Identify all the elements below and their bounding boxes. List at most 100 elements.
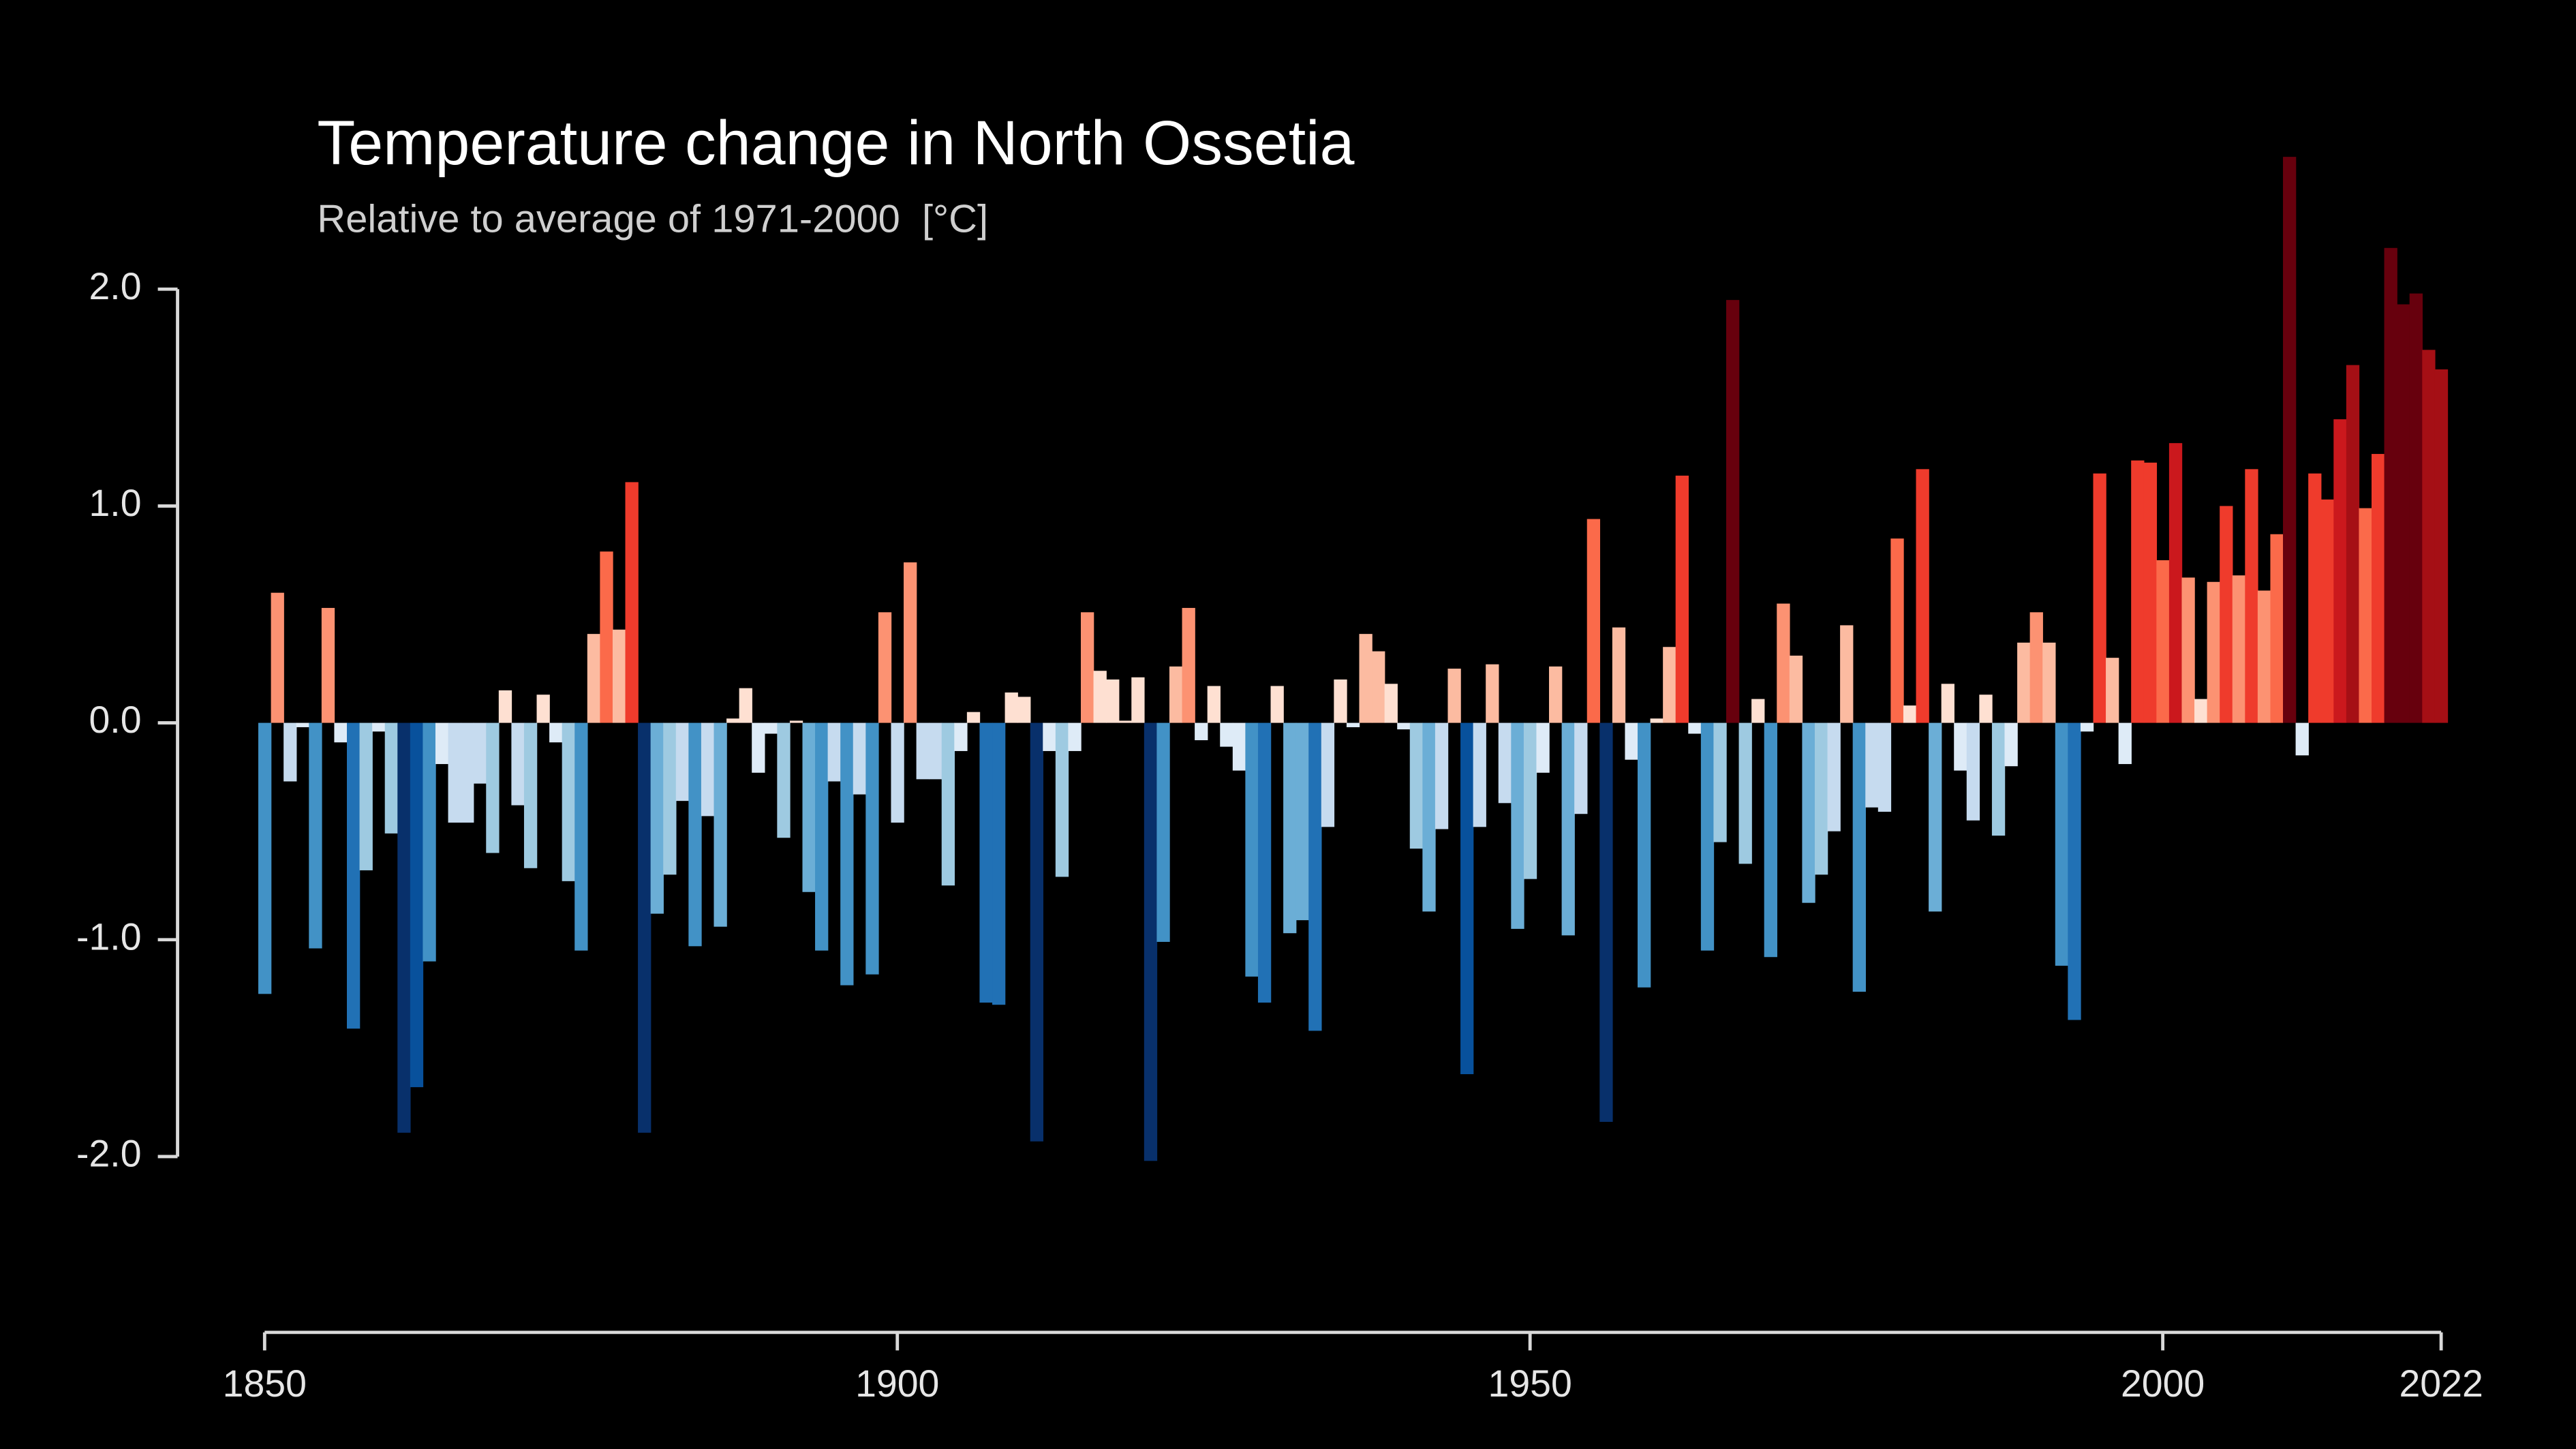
y-tick-label: 2.0 bbox=[89, 265, 141, 307]
bar bbox=[1473, 722, 1486, 827]
bar bbox=[1941, 684, 1954, 723]
bar bbox=[2270, 534, 2284, 723]
bar bbox=[853, 722, 867, 795]
bar bbox=[1195, 722, 1208, 741]
bar bbox=[1498, 722, 1512, 804]
bar bbox=[865, 722, 879, 975]
bar bbox=[2397, 304, 2410, 723]
bar bbox=[1447, 669, 1461, 723]
bar bbox=[1840, 625, 1854, 723]
bar bbox=[2181, 577, 2195, 723]
bar bbox=[1675, 475, 1689, 723]
bar bbox=[2257, 590, 2271, 723]
bar bbox=[1372, 651, 1385, 723]
bar bbox=[815, 722, 829, 951]
bar bbox=[2029, 612, 2043, 723]
bar bbox=[739, 688, 752, 723]
bar bbox=[878, 612, 892, 723]
bar bbox=[1916, 469, 1929, 723]
bar bbox=[321, 607, 335, 723]
bar bbox=[2320, 499, 2335, 723]
bar bbox=[2220, 506, 2233, 723]
bar bbox=[966, 712, 981, 723]
bar bbox=[2093, 473, 2106, 723]
bar bbox=[1055, 722, 1069, 877]
bar bbox=[2333, 419, 2347, 723]
bar bbox=[726, 718, 740, 723]
bar bbox=[435, 722, 449, 765]
bar bbox=[2017, 642, 2031, 723]
bar bbox=[1232, 722, 1246, 771]
bar bbox=[271, 592, 284, 723]
bar bbox=[2143, 462, 2158, 723]
bar bbox=[574, 722, 588, 951]
bar bbox=[1890, 538, 1904, 723]
bar bbox=[714, 722, 727, 927]
bar bbox=[309, 722, 322, 949]
bar bbox=[1979, 695, 1993, 723]
bar bbox=[1080, 612, 1094, 723]
bar bbox=[2295, 722, 2309, 756]
bar bbox=[549, 722, 563, 743]
bar bbox=[929, 722, 942, 780]
bar bbox=[2131, 460, 2145, 723]
bar bbox=[2168, 443, 2183, 723]
bar bbox=[612, 629, 626, 723]
bar bbox=[2118, 722, 2132, 765]
bar bbox=[1207, 686, 1221, 723]
bar bbox=[1030, 722, 1044, 1142]
bar bbox=[1245, 722, 1259, 977]
bar bbox=[1713, 722, 1727, 842]
bar bbox=[2068, 722, 2081, 1020]
bar bbox=[1511, 722, 1524, 929]
bar bbox=[1220, 722, 1233, 747]
bar bbox=[2308, 473, 2322, 723]
bar bbox=[1270, 686, 1284, 723]
bar bbox=[1118, 720, 1132, 723]
bar bbox=[916, 722, 930, 780]
bar bbox=[1549, 666, 1563, 723]
bar bbox=[536, 695, 550, 723]
bar bbox=[840, 722, 854, 986]
bar bbox=[1422, 722, 1436, 912]
bar bbox=[1966, 722, 1980, 821]
bar bbox=[1144, 722, 1158, 1161]
bar bbox=[523, 722, 538, 868]
bar bbox=[1295, 722, 1309, 921]
bar bbox=[283, 722, 297, 782]
bar bbox=[372, 722, 386, 732]
bar bbox=[461, 722, 474, 823]
bar bbox=[752, 722, 765, 773]
bar bbox=[638, 722, 651, 1133]
x-tick-label: 1900 bbox=[855, 1362, 939, 1405]
bar bbox=[2156, 560, 2170, 723]
bar bbox=[904, 562, 917, 723]
bar bbox=[1460, 722, 1474, 1075]
bar bbox=[423, 722, 436, 962]
bar bbox=[2042, 642, 2056, 723]
bar bbox=[258, 722, 272, 994]
bar bbox=[1257, 722, 1272, 1003]
x-tick-label: 1950 bbox=[1488, 1362, 1572, 1405]
bar bbox=[675, 722, 690, 802]
bar bbox=[1346, 722, 1360, 727]
bar bbox=[359, 722, 373, 870]
bar bbox=[2283, 157, 2297, 723]
bar bbox=[1638, 722, 1651, 988]
bar bbox=[1093, 671, 1107, 723]
bar bbox=[777, 722, 791, 838]
bar bbox=[1005, 692, 1018, 723]
bar bbox=[1536, 722, 1550, 773]
bar bbox=[954, 722, 968, 751]
bar bbox=[2434, 369, 2449, 723]
bar bbox=[1814, 722, 1828, 875]
bar bbox=[1777, 603, 1790, 723]
bar bbox=[650, 722, 664, 914]
bar bbox=[1574, 722, 1588, 814]
bar bbox=[802, 722, 816, 892]
bar bbox=[2359, 508, 2372, 723]
bar bbox=[384, 722, 398, 834]
bar bbox=[296, 722, 310, 727]
bar bbox=[1852, 722, 1866, 992]
